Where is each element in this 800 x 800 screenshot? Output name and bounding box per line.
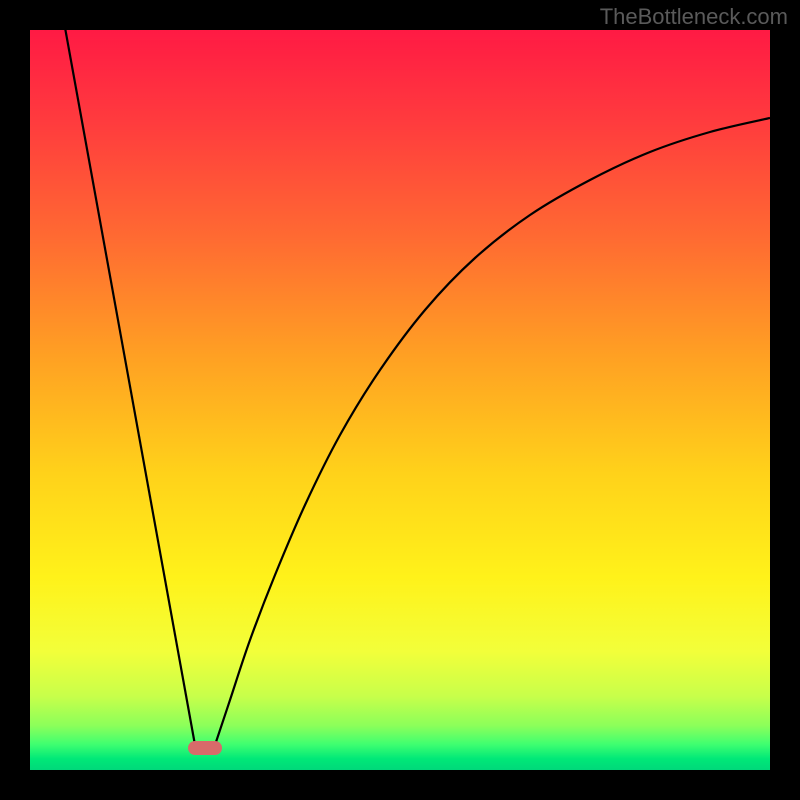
minimum-marker <box>188 741 222 755</box>
watermark-text: TheBottleneck.com <box>600 4 788 30</box>
chart-background <box>30 30 770 770</box>
bottleneck-chart: TheBottleneck.com <box>0 0 800 800</box>
chart-svg <box>0 0 800 800</box>
